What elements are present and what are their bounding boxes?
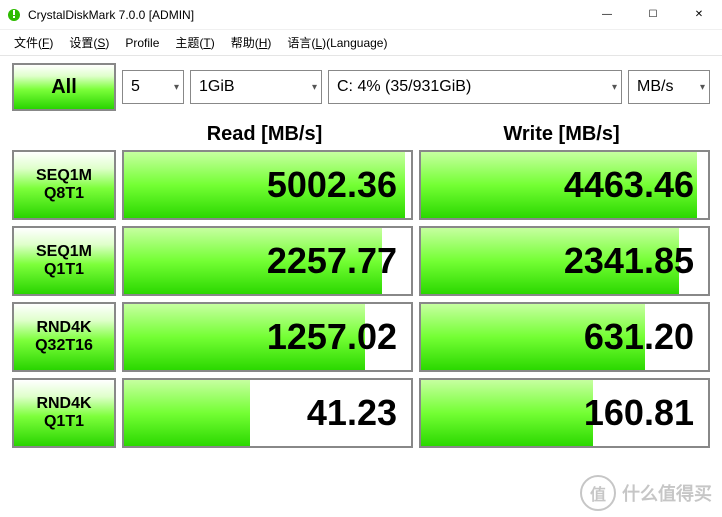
test-row: RND4KQ32T16 1257.02 631.20 [12,302,710,372]
test-button-RND4K-Q32T16[interactable]: RND4KQ32T16 [12,302,116,372]
maximize-button[interactable]: ☐ [630,0,676,30]
column-headers: Read [MB/s] Write [MB/s] [0,118,722,150]
chevron-down-icon: ▾ [694,82,705,93]
read-cell: 41.23 [122,378,413,448]
test-button-RND4K-Q1T1[interactable]: RND4KQ1T1 [12,378,116,448]
read-header: Read [MB/s] [116,123,413,146]
read-value: 1257.02 [267,316,397,358]
watermark-text: 什么值得买 [622,480,712,506]
menubar: 文件(F)设置(S)Profile主题(T)帮助(H)语言(L)(Languag… [0,30,722,56]
write-value: 2341.85 [564,240,694,282]
chevron-down-icon: ▾ [168,82,179,93]
write-cell: 631.20 [419,302,710,372]
all-button[interactable]: All [12,63,116,111]
menu-语言[interactable]: 语言(L)(Language) [279,30,395,55]
watermark: 值 什么值得买 [580,475,712,511]
minimize-button[interactable]: — [584,0,630,30]
window-title: CrystalDiskMark 7.0.0 [ADMIN] [28,8,194,22]
test-button-SEQ1M-Q8T1[interactable]: SEQ1MQ8T1 [12,150,116,220]
app-icon [6,7,22,23]
read-cell: 5002.36 [122,150,413,220]
unit-select[interactable]: MB/s ▾ [628,70,710,104]
write-value: 631.20 [584,316,694,358]
test-row: SEQ1MQ1T1 2257.77 2341.85 [12,226,710,296]
controls-row: All 5 ▾ 1GiB ▾ C: 4% (35/931GiB) ▾ MB/s … [0,56,722,118]
test-row: SEQ1MQ8T1 5002.36 4463.46 [12,150,710,220]
write-cell: 4463.46 [419,150,710,220]
read-value: 2257.77 [267,240,397,282]
chevron-down-icon: ▾ [306,82,317,93]
write-cell: 2341.85 [419,226,710,296]
read-value: 41.23 [307,392,397,434]
read-value: 5002.36 [267,164,397,206]
write-cell: 160.81 [419,378,710,448]
all-button-label: All [51,76,77,99]
chevron-down-icon: ▾ [606,82,617,93]
read-cell: 2257.77 [122,226,413,296]
menu-文件[interactable]: 文件(F) [6,30,61,55]
test-row: RND4KQ1T1 41.23 160.81 [12,378,710,448]
size-select[interactable]: 1GiB ▾ [190,70,322,104]
size-value: 1GiB [199,78,235,96]
menu-设置[interactable]: 设置(S) [61,30,117,55]
test-button-SEQ1M-Q1T1[interactable]: SEQ1MQ1T1 [12,226,116,296]
drive-select[interactable]: C: 4% (35/931GiB) ▾ [328,70,622,104]
count-value: 5 [131,78,140,96]
results-grid: SEQ1MQ8T1 5002.36 4463.46 SEQ1MQ1T1 2257.77 2… [0,150,722,466]
write-header: Write [MB/s] [413,123,710,146]
write-value: 160.81 [584,392,694,434]
titlebar: CrystalDiskMark 7.0.0 [ADMIN] — ☐ ✕ [0,0,722,30]
menu-主题[interactable]: 主题(T) [167,30,222,55]
menu-帮助[interactable]: 帮助(H) [223,30,280,55]
unit-value: MB/s [637,78,673,96]
read-cell: 1257.02 [122,302,413,372]
write-value: 4463.46 [564,164,694,206]
watermark-icon: 值 [580,475,616,511]
count-select[interactable]: 5 ▾ [122,70,184,104]
drive-value: C: 4% (35/931GiB) [337,78,471,96]
menu-profile[interactable]: Profile [117,30,167,55]
close-button[interactable]: ✕ [676,0,722,30]
